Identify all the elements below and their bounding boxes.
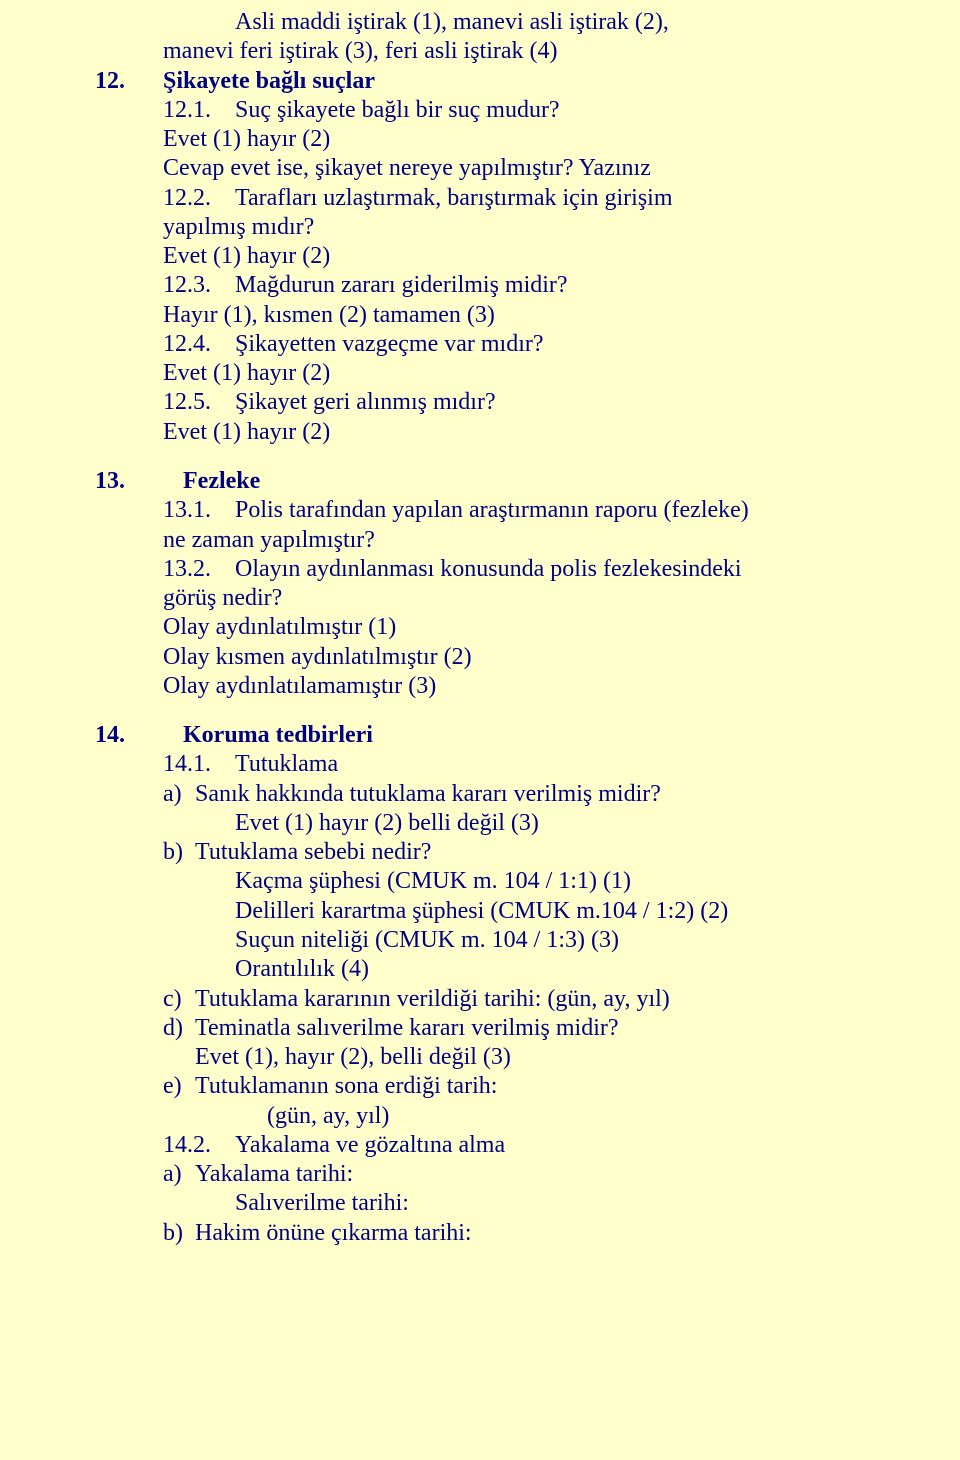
item-12-1-answer-b: Cevap evet ise, şikayet nereye yapılmışt…: [163, 154, 900, 183]
item-14-a-letter: a): [163, 780, 195, 809]
section-13-number: 13.: [95, 467, 163, 496]
item-12-2-text-1: Tarafları uzlaştırmak, barıştırmak için …: [235, 184, 900, 213]
section-14-heading-row: 14. Koruma tedbirleri: [95, 721, 900, 750]
item-13-1: 13.1. Polis tarafından yapılan araştırma…: [95, 496, 900, 555]
item-14-b2-text: Hakim önüne çıkarma tarihi:: [195, 1219, 472, 1248]
item-12-1-text: Suç şikayete bağlı bir suç mudur?: [235, 96, 900, 125]
section-13-heading-row: 13. Fezleke: [95, 467, 900, 496]
item-12-3: 12.3. Mağdurun zararı giderilmiş midir? …: [95, 271, 900, 330]
item-14-e: e) Tutuklamanın sona erdiği tarih:: [95, 1072, 900, 1101]
item-12-5: 12.5. Şikayet geri alınmış mıdır? Evet (…: [95, 388, 900, 447]
item-14-2-number: 14.2.: [163, 1131, 235, 1160]
item-14-d-value: Evet (1), hayır (2), belli değil (3): [95, 1043, 900, 1072]
item-14-1-number: 14.1.: [163, 750, 235, 779]
section-12-heading-row: 12. Şikayete bağlı suçlar: [95, 67, 900, 96]
item-12-3-text: Mağdurun zararı giderilmiş midir?: [235, 271, 900, 300]
item-14-e-text: Tutuklamanın sona erdiği tarih:: [195, 1072, 497, 1101]
pre-line-1: Asli maddi iştirak (1), manevi asli işti…: [95, 8, 900, 37]
item-13-1-text-2: ne zaman yapılmıştır?: [163, 526, 900, 555]
item-14-a2-text: Yakalama tarihi:: [195, 1160, 353, 1189]
item-14-b-v4: Orantılılık (4): [95, 955, 900, 984]
item-14-b-v1: Kaçma şüphesi (CMUK m. 104 / 1:1) (1): [95, 867, 900, 896]
item-14-a-text: Sanık hakkında tutuklama kararı verilmiş…: [195, 780, 661, 809]
item-12-1-number: 12.1.: [163, 96, 235, 125]
item-12-4-text: Şikayetten vazgeçme var mıdır?: [235, 330, 900, 359]
item-12-5-number: 12.5.: [163, 388, 235, 417]
section-12-number: 12.: [95, 67, 163, 96]
item-14-b-v2: Delilleri karartma şüphesi (CMUK m.104 /…: [95, 897, 900, 926]
item-13-2: 13.2. Olayın aydınlanması konusunda poli…: [95, 555, 900, 701]
item-14-c-letter: c): [163, 985, 195, 1014]
section-14-number: 14.: [95, 721, 163, 750]
pre-line-2: manevi feri iştirak (3), feri asli iştir…: [95, 37, 900, 66]
item-12-2: 12.2. Tarafları uzlaştırmak, barıştırmak…: [95, 184, 900, 272]
item-14-2: 14.2. Yakalama ve gözaltına alma: [95, 1131, 900, 1160]
item-12-3-answer: Hayır (1), kısmen (2) tamamen (3): [163, 301, 900, 330]
item-13-2-answer-c: Olay aydınlatılamamıştır (3): [163, 672, 900, 701]
item-14-a-value: Evet (1) hayır (2) belli değil (3): [95, 809, 900, 838]
item-12-5-text: Şikayet geri alınmış mıdır?: [235, 388, 900, 417]
document-page: Asli maddi iştirak (1), manevi asli işti…: [0, 0, 960, 1268]
item-14-d-text: Teminatla salıverilme kararı verilmiş mi…: [195, 1014, 619, 1043]
item-13-2-number: 13.2.: [163, 555, 235, 584]
section-13-heading: Fezleke: [163, 467, 900, 496]
item-13-2-answer-b: Olay kısmen aydınlatılmıştır (2): [163, 643, 900, 672]
item-12-1: 12.1. Suç şikayete bağlı bir suç mudur? …: [95, 96, 900, 184]
item-13-2-text-2: görüş nedir?: [163, 584, 900, 613]
item-14-d-letter: d): [163, 1014, 195, 1043]
item-14-b2: b) Hakim önüne çıkarma tarihi:: [95, 1219, 900, 1248]
item-12-3-number: 12.3.: [163, 271, 235, 300]
item-12-2-answer: Evet (1) hayır (2): [163, 242, 900, 271]
item-14-a2-letter: a): [163, 1160, 195, 1189]
item-14-a2: a) Yakalama tarihi:: [95, 1160, 900, 1189]
item-14-1: 14.1. Tutuklama: [95, 750, 900, 779]
item-12-4: 12.4. Şikayetten vazgeçme var mıdır? Eve…: [95, 330, 900, 389]
item-12-2-number: 12.2.: [163, 184, 235, 213]
item-14-b-v3: Suçun niteliği (CMUK m. 104 / 1:3) (3): [95, 926, 900, 955]
item-12-4-answer: Evet (1) hayır (2): [163, 359, 900, 388]
item-13-2-answer-a: Olay aydınlatılmıştır (1): [163, 613, 900, 642]
item-14-b: b) Tutuklama sebebi nedir?: [95, 838, 900, 867]
section-14-heading: Koruma tedbirleri: [163, 721, 900, 750]
item-14-c-text: Tutuklama kararının verildiği tarihi: (g…: [195, 985, 670, 1014]
item-12-5-answer: Evet (1) hayır (2): [163, 418, 900, 447]
item-14-c: c) Tutuklama kararının verildiği tarihi:…: [95, 985, 900, 1014]
item-13-1-text-1: Polis tarafından yapılan araştırmanın ra…: [235, 496, 900, 525]
item-14-e-letter: e): [163, 1072, 195, 1101]
item-12-2-text-2: yapılmış mıdır?: [163, 213, 900, 242]
item-14-d: d) Teminatla salıverilme kararı verilmiş…: [95, 1014, 900, 1043]
item-14-e-value: (gün, ay, yıl): [95, 1102, 900, 1131]
item-14-2-text: Yakalama ve gözaltına alma: [235, 1131, 900, 1160]
item-14-b-text: Tutuklama sebebi nedir?: [195, 838, 431, 867]
item-13-2-text-1: Olayın aydınlanması konusunda polis fezl…: [235, 555, 900, 584]
item-14-b-letter: b): [163, 838, 195, 867]
item-14-1-text: Tutuklama: [235, 750, 900, 779]
item-14-a2-value: Salıverilme tarihi:: [95, 1189, 900, 1218]
item-12-1-answer-a: Evet (1) hayır (2): [163, 125, 900, 154]
item-13-1-number: 13.1.: [163, 496, 235, 525]
item-14-a: a) Sanık hakkında tutuklama kararı veril…: [95, 780, 900, 809]
item-14-b2-letter: b): [163, 1219, 195, 1248]
section-12-heading: Şikayete bağlı suçlar: [163, 67, 900, 96]
item-12-4-number: 12.4.: [163, 330, 235, 359]
